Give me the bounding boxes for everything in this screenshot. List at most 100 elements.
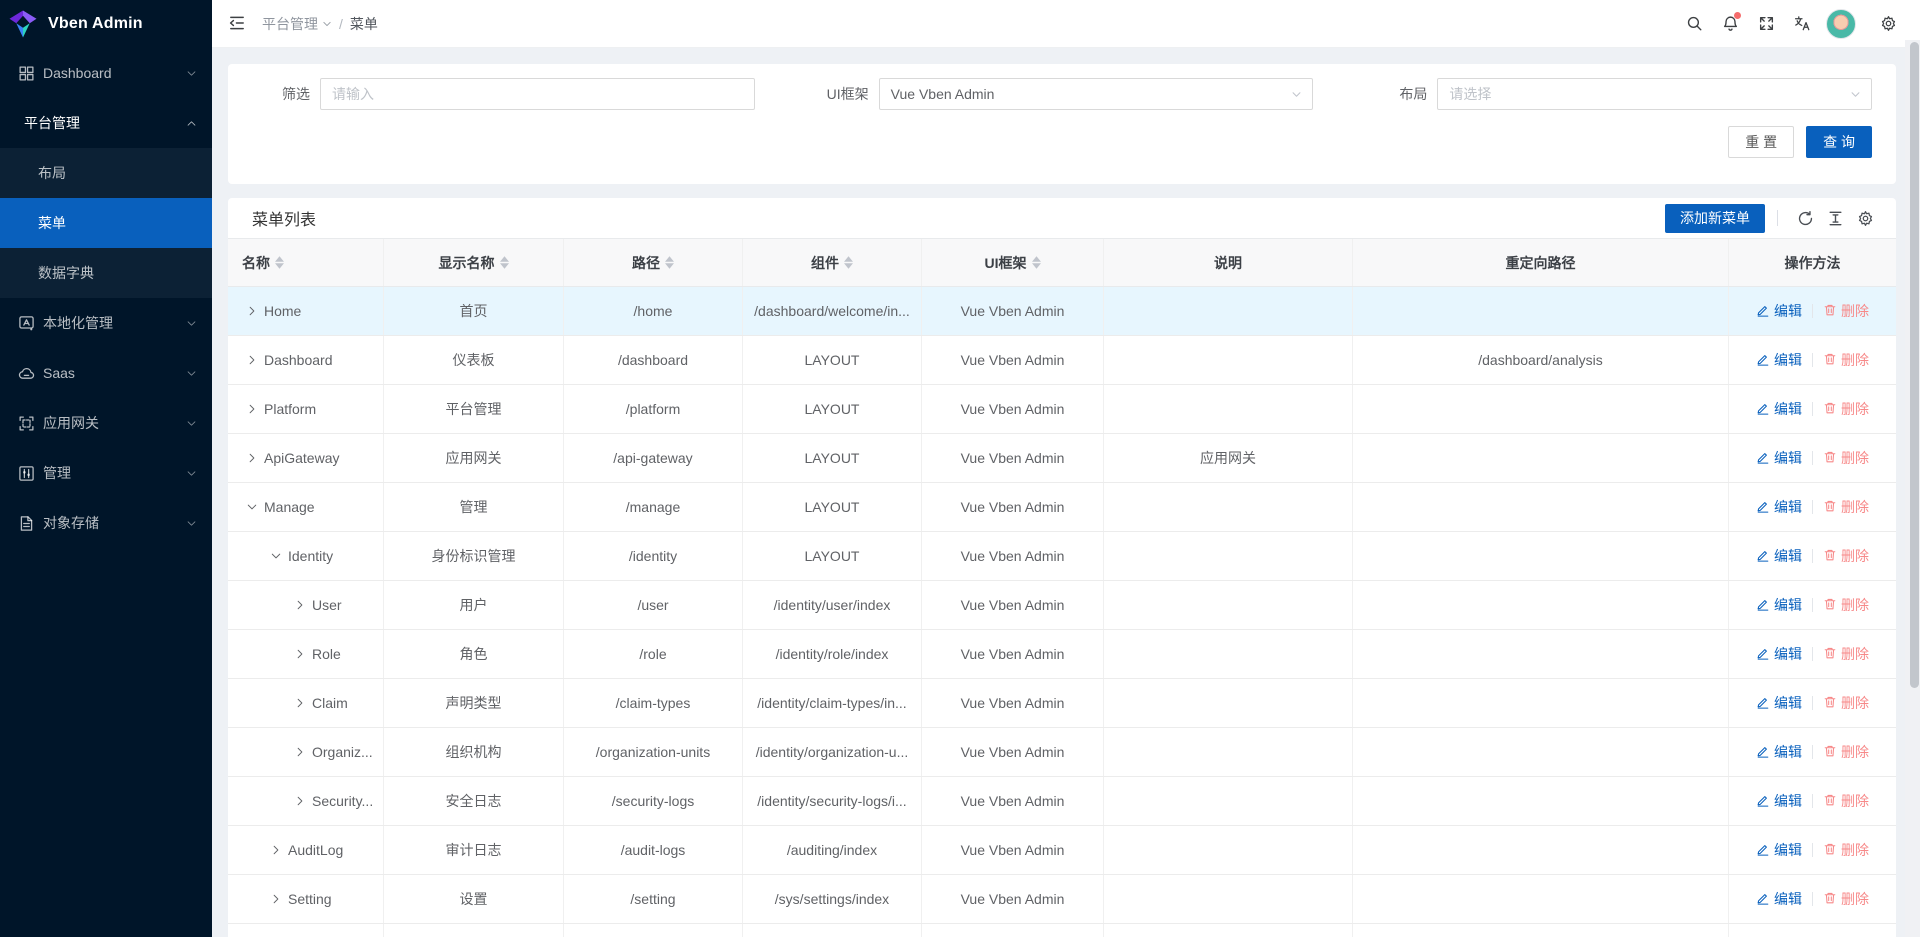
edit-link[interactable]: 编辑 <box>1756 791 1802 811</box>
column-header-4[interactable]: 组件 <box>743 239 922 286</box>
refresh-icon[interactable] <box>1790 203 1820 233</box>
table-row[interactable]: Manage 管理/manage LAYOUT Vue Vben Admin 编辑 删… <box>228 483 1896 532</box>
delete-link[interactable]: 删除 <box>1823 448 1869 468</box>
sort-icon[interactable] <box>844 256 853 269</box>
edit-link[interactable]: 编辑 <box>1756 448 1802 468</box>
edit-link[interactable]: 编辑 <box>1756 840 1802 860</box>
filter-framework-select[interactable]: Vue Vben Admin <box>878 78 1314 110</box>
table-row[interactable]: User 用户/user/identity/user/index Vue Vben … <box>228 581 1896 630</box>
sidebar-item-layout[interactable]: 布局 <box>0 148 212 198</box>
table-row[interactable]: Identity 身份标识管理/identity LAYOUT Vue Vben Ad… <box>228 532 1896 581</box>
sidebar-item-app-gateway[interactable]: 应用网关 <box>0 398 212 448</box>
filter-layout-select[interactable]: 请选择 <box>1437 78 1873 110</box>
sort-icon[interactable] <box>665 256 674 269</box>
edit-link[interactable]: 编辑 <box>1756 693 1802 713</box>
notification-badge <box>1734 11 1741 19</box>
edit-link[interactable]: 编辑 <box>1756 644 1802 664</box>
expand-right-icon[interactable] <box>246 305 258 317</box>
edit-link[interactable]: 编辑 <box>1756 497 1802 517</box>
table-body: Home 首页/home/dashboard/welcome/in... Vue V… <box>228 287 1896 937</box>
expand-right-icon[interactable] <box>294 746 306 758</box>
sidebar-item-manage[interactable]: 管理 <box>0 448 212 498</box>
breadcrumb-section[interactable]: 平台管理 <box>262 14 332 34</box>
sidebar-item-platform-management[interactable]: 平台管理 <box>0 98 212 148</box>
delete-link[interactable]: 删除 <box>1823 693 1869 713</box>
edit-link[interactable]: 编辑 <box>1756 301 1802 321</box>
sort-icon[interactable] <box>499 256 509 269</box>
delete-link[interactable]: 删除 <box>1823 791 1869 811</box>
expand-right-icon[interactable] <box>270 893 282 905</box>
sort-icon[interactable] <box>275 256 284 269</box>
row-height-icon[interactable] <box>1820 203 1850 233</box>
table-row[interactable]: Dashboard 仪表板/dashboard LAYOUT Vue Vben Adm… <box>228 336 1896 385</box>
expand-right-icon[interactable] <box>294 795 306 807</box>
edit-link[interactable]: 编辑 <box>1756 742 1802 762</box>
delete-link[interactable]: 删除 <box>1823 546 1869 566</box>
table-row[interactable]: Home 首页/home/dashboard/welcome/in... Vue V… <box>228 287 1896 336</box>
column-header-5[interactable]: UI框架 <box>922 239 1104 286</box>
delete-link[interactable]: 删除 <box>1823 595 1869 615</box>
expand-right-icon[interactable] <box>270 844 282 856</box>
settings-gear-icon[interactable] <box>1870 4 1906 44</box>
edit-link[interactable]: 编辑 <box>1756 595 1802 615</box>
expand-right-icon[interactable] <box>294 599 306 611</box>
delete-link[interactable]: 删除 <box>1823 497 1869 517</box>
sidebar-item-saas[interactable]: Saas <box>0 348 212 398</box>
edit-link[interactable]: 编辑 <box>1756 350 1802 370</box>
notification-bell-icon[interactable] <box>1712 4 1748 44</box>
translate-icon[interactable] <box>1784 4 1820 44</box>
table-row[interactable]: Platform 平台管理/platform LAYOUT Vue Vben Admi… <box>228 385 1896 434</box>
delete-link[interactable]: 删除 <box>1823 742 1869 762</box>
delete-link[interactable]: 删除 <box>1823 301 1869 321</box>
cell-actions: 编辑 删除 <box>1729 826 1896 874</box>
fullscreen-icon[interactable] <box>1748 4 1784 44</box>
edit-link[interactable]: 编辑 <box>1756 399 1802 419</box>
table-row[interactable]: Organiz... 组织机构/organization-units/identi… <box>228 728 1896 777</box>
add-menu-button[interactable]: 添加新菜单 <box>1665 203 1765 233</box>
delete-link[interactable]: 删除 <box>1823 644 1869 664</box>
delete-link[interactable]: 删除 <box>1823 399 1869 419</box>
delete-link[interactable]: 删除 <box>1823 889 1869 909</box>
table-settings-gear-icon[interactable] <box>1850 203 1880 233</box>
table-row[interactable]: Role 角色/role/identity/role/index Vue Vben … <box>228 630 1896 679</box>
chevron-down-icon <box>186 518 197 529</box>
sidebar-item-label: 布局 <box>38 165 66 181</box>
sort-icon[interactable] <box>1031 256 1041 269</box>
edit-pencil-icon <box>1756 891 1770 908</box>
sidebar-item-localization[interactable]: 本地化管理 <box>0 298 212 348</box>
cell-redirect <box>1353 581 1729 629</box>
expand-right-icon[interactable] <box>246 403 258 415</box>
column-header-3[interactable]: 路径 <box>564 239 743 286</box>
search-button[interactable]: 查 询 <box>1806 126 1872 158</box>
cell-redirect <box>1353 287 1729 335</box>
expand-right-icon[interactable] <box>246 452 258 464</box>
table-row[interactable]: Setting 设置/setting/sys/settings/index Vue … <box>228 875 1896 924</box>
table-row[interactable]: Security... 安全日志/security-logs/identity/s… <box>228 777 1896 826</box>
expand-right-icon[interactable] <box>246 354 258 366</box>
table-row[interactable] <box>228 924 1896 937</box>
reset-button[interactable]: 重 置 <box>1728 126 1795 158</box>
sidebar-item-data-dictionary[interactable]: 数据字典 <box>0 248 212 298</box>
delete-link[interactable]: 删除 <box>1823 840 1869 860</box>
filter-keyword-input[interactable] <box>320 78 755 110</box>
scrollbar-thumb[interactable] <box>1910 42 1919 688</box>
edit-link[interactable]: 编辑 <box>1756 546 1802 566</box>
sidebar-item-object-storage[interactable]: 对象存储 <box>0 498 212 548</box>
expand-right-icon[interactable] <box>294 648 306 660</box>
table-row[interactable]: ApiGateway 应用网关/api-gateway LAYOUT Vue Vben… <box>228 434 1896 483</box>
expand-down-icon[interactable] <box>246 501 258 513</box>
sidebar-item-menu[interactable]: 菜单 <box>0 198 212 248</box>
search-icon[interactable] <box>1676 4 1712 44</box>
sidebar-item-dashboard[interactable]: Dashboard <box>0 48 212 98</box>
edit-link[interactable]: 编辑 <box>1756 889 1802 909</box>
table-row[interactable]: Claim 声明类型/claim-types/identity/claim-typ… <box>228 679 1896 728</box>
sidebar-collapse-icon[interactable] <box>228 14 248 34</box>
expand-right-icon[interactable] <box>294 697 306 709</box>
delete-link[interactable]: 删除 <box>1823 350 1869 370</box>
user-avatar[interactable] <box>1826 8 1856 39</box>
app-logo[interactable]: Vben Admin <box>0 0 212 48</box>
column-header-2[interactable]: 显示名称 <box>384 239 564 286</box>
expand-down-icon[interactable] <box>270 550 282 562</box>
table-row[interactable]: AuditLog 审计日志/audit-logs/auditing/index Vu… <box>228 826 1896 875</box>
column-header-1[interactable]: 名称 <box>228 239 384 286</box>
